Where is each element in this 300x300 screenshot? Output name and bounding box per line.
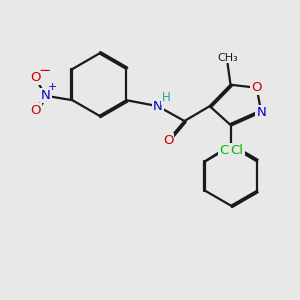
Text: N: N <box>41 89 51 102</box>
Text: Cl: Cl <box>230 144 243 157</box>
Text: O: O <box>251 81 262 94</box>
Text: H: H <box>162 91 170 104</box>
Text: −: − <box>38 63 50 78</box>
Text: Cl: Cl <box>219 144 232 157</box>
Text: O: O <box>30 71 40 84</box>
Text: N: N <box>256 106 266 118</box>
Text: N: N <box>153 100 163 113</box>
Text: CH₃: CH₃ <box>217 53 238 63</box>
Text: +: + <box>47 82 57 92</box>
Text: O: O <box>30 104 40 117</box>
Text: O: O <box>163 134 173 147</box>
